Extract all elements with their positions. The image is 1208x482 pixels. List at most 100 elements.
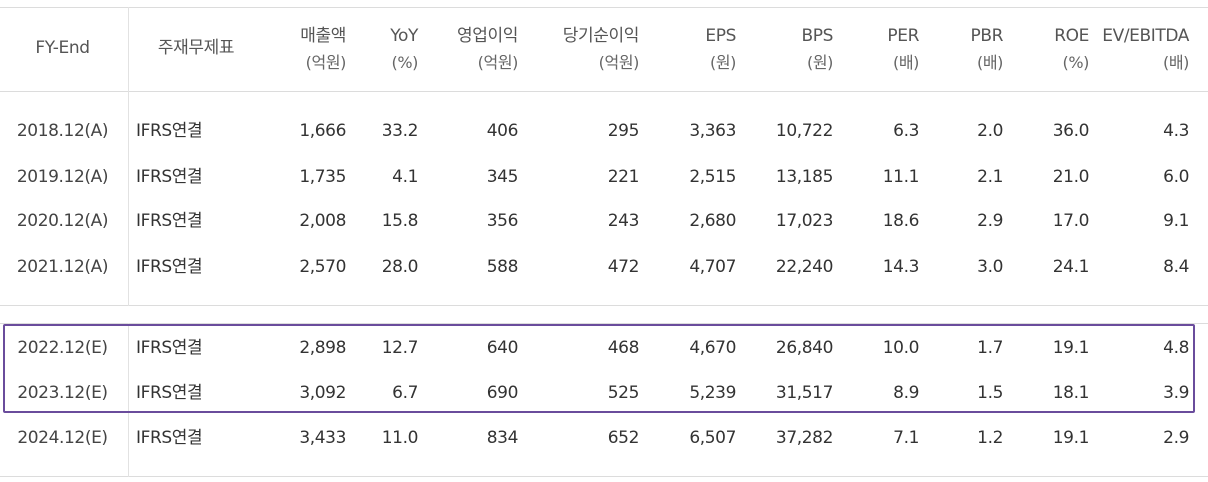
cell-roe: 17.0	[1052, 211, 1090, 231]
column-unit-ev_ebitda: (배)	[1162, 53, 1189, 72]
cell-yoy: 28.0	[381, 257, 419, 277]
cell-net_income: 652	[607, 428, 640, 448]
cell-standard: IFRS연결	[136, 167, 203, 187]
cell-net_income: 243	[607, 211, 640, 231]
cell-standard: IFRS연결	[136, 211, 203, 231]
cell-eps: 4,707	[689, 257, 736, 277]
cell-eps: 5,239	[689, 383, 736, 403]
fiscal-year-cell: 2021.12(A)	[16, 257, 109, 277]
cell-net_income: 472	[607, 257, 640, 277]
table-bottom-border	[0, 476, 1208, 477]
cell-yoy: 11.0	[381, 428, 419, 448]
cell-op_income: 356	[486, 211, 519, 231]
cell-per: 14.3	[882, 257, 920, 277]
cell-per: 18.6	[882, 211, 920, 231]
cell-per: 8.9	[893, 383, 919, 403]
cell-op_income: 834	[486, 428, 519, 448]
cell-yoy: 33.2	[381, 121, 419, 141]
cell-eps: 3,363	[689, 121, 736, 141]
cell-net_income: 221	[607, 167, 640, 187]
cell-revenue: 1,666	[299, 121, 346, 141]
fiscal-year-cell: 2018.12(A)	[16, 121, 109, 141]
cell-ev_ebitda: 4.8	[1163, 338, 1189, 358]
cell-roe: 18.1	[1052, 383, 1090, 403]
cell-pbr: 1.2	[977, 428, 1003, 448]
cell-bps: 26,840	[775, 338, 833, 358]
column-header-ev_ebitda: EV/EBITDA	[1102, 26, 1189, 46]
column-header-bps: BPS	[801, 26, 833, 46]
column-unit-per: (배)	[892, 53, 919, 72]
cell-ev_ebitda: 8.4	[1163, 257, 1189, 277]
column-unit-roe: (%)	[1062, 53, 1090, 72]
cell-eps: 2,680	[689, 211, 736, 231]
cell-revenue: 2,898	[299, 338, 346, 358]
cell-op_income: 345	[486, 167, 519, 187]
cell-ev_ebitda: 6.0	[1163, 167, 1189, 187]
cell-ev_ebitda: 4.3	[1163, 121, 1189, 141]
cell-revenue: 3,433	[299, 428, 346, 448]
cell-standard: IFRS연결	[136, 121, 203, 141]
column-header-eps: EPS	[705, 26, 736, 46]
fiscal-year-cell: 2024.12(E)	[17, 428, 108, 448]
cell-pbr: 2.9	[977, 211, 1003, 231]
cell-pbr: 3.0	[977, 257, 1003, 277]
column-header-pbr: PBR	[970, 26, 1003, 46]
column-header-fy_end: FY-End	[35, 38, 90, 58]
cell-bps: 17,023	[775, 211, 833, 231]
first-column-divider	[128, 7, 129, 477]
cell-yoy: 12.7	[381, 338, 419, 358]
column-unit-op_income: (억원)	[477, 53, 519, 72]
cell-yoy: 4.1	[392, 167, 418, 187]
column-unit-eps: (원)	[709, 53, 736, 72]
column-unit-revenue: (억원)	[305, 53, 347, 72]
cell-roe: 36.0	[1052, 121, 1090, 141]
cell-net_income: 295	[607, 121, 640, 141]
actual-section-bottom-border	[0, 305, 1208, 306]
column-unit-yoy: (%)	[391, 53, 419, 72]
cell-op_income: 588	[486, 257, 519, 277]
cell-bps: 22,240	[775, 257, 833, 277]
estimate-section-top-border	[0, 323, 1208, 324]
cell-roe: 19.1	[1052, 338, 1090, 358]
cell-yoy: 15.8	[381, 211, 419, 231]
cell-standard: IFRS연결	[136, 338, 203, 358]
cell-eps: 2,515	[689, 167, 736, 187]
column-header-op_income: 영업이익	[457, 26, 518, 46]
cell-standard: IFRS연결	[136, 428, 203, 448]
cell-pbr: 2.0	[977, 121, 1003, 141]
cell-op_income: 406	[486, 121, 519, 141]
cell-pbr: 2.1	[977, 167, 1003, 187]
cell-pbr: 1.5	[977, 383, 1003, 403]
column-header-revenue: 매출액	[300, 26, 346, 46]
fiscal-year-cell: 2023.12(E)	[17, 383, 108, 403]
cell-per: 10.0	[882, 338, 920, 358]
cell-bps: 37,282	[775, 428, 833, 448]
cell-pbr: 1.7	[977, 338, 1003, 358]
cell-op_income: 690	[486, 383, 519, 403]
column-header-per: PER	[887, 26, 919, 46]
cell-per: 6.3	[893, 121, 919, 141]
fiscal-year-cell: 2020.12(A)	[16, 211, 109, 231]
section-gap	[0, 306, 1208, 323]
column-header-yoy: YoY	[390, 26, 418, 46]
cell-ev_ebitda: 2.9	[1163, 428, 1189, 448]
cell-bps: 13,185	[775, 167, 833, 187]
cell-ev_ebitda: 9.1	[1163, 211, 1189, 231]
cell-op_income: 640	[486, 338, 519, 358]
cell-revenue: 3,092	[299, 383, 346, 403]
column-unit-bps: (원)	[806, 53, 833, 72]
cell-per: 7.1	[893, 428, 919, 448]
cell-net_income: 468	[607, 338, 640, 358]
cell-bps: 31,517	[775, 383, 833, 403]
fiscal-year-cell: 2022.12(E)	[17, 338, 108, 358]
cell-eps: 6,507	[689, 428, 736, 448]
cell-revenue: 2,570	[299, 257, 346, 277]
cell-per: 11.1	[882, 167, 920, 187]
column-header-standard: 주재무제표	[157, 38, 235, 58]
cell-net_income: 525	[607, 383, 640, 403]
column-unit-net_income: (억원)	[598, 53, 640, 72]
cell-eps: 4,670	[689, 338, 736, 358]
cell-roe: 24.1	[1052, 257, 1090, 277]
cell-standard: IFRS연결	[136, 383, 203, 403]
